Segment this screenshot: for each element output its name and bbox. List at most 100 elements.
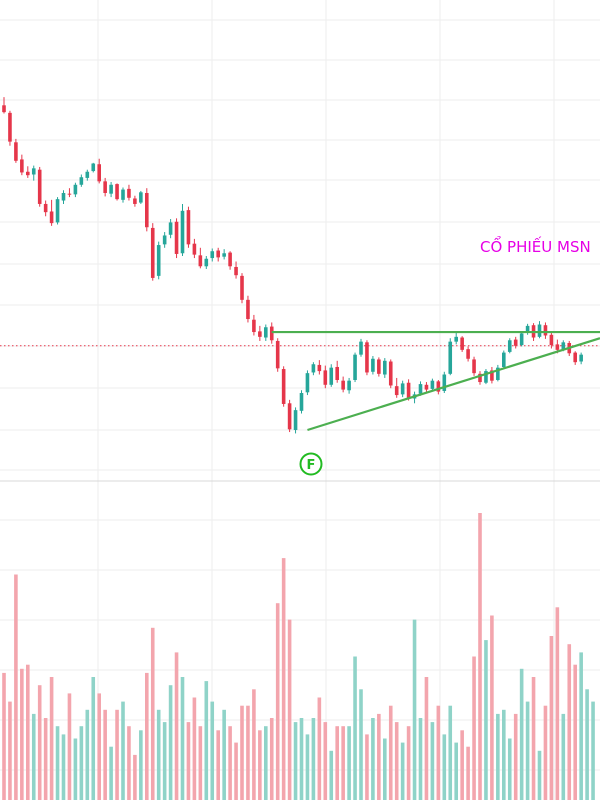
candle xyxy=(97,158,101,184)
candle-body xyxy=(287,403,292,430)
candle-body xyxy=(406,382,411,398)
candle-body xyxy=(91,163,96,172)
volume-bar xyxy=(14,574,18,800)
support-trendline xyxy=(307,337,600,432)
volume-bar xyxy=(567,644,572,800)
pattern-marker[interactable]: F xyxy=(299,452,323,476)
volume-bar xyxy=(269,718,274,800)
candlestick-series xyxy=(2,97,583,434)
marker-label: F xyxy=(307,458,316,473)
candle xyxy=(133,195,137,207)
candle xyxy=(430,378,435,391)
candle xyxy=(347,377,351,394)
volume-bar xyxy=(579,652,583,800)
candle xyxy=(579,352,583,365)
candle-body xyxy=(502,352,506,367)
candle-body xyxy=(555,344,560,350)
candle xyxy=(180,203,185,257)
volume-bar xyxy=(222,709,226,800)
volume-bar xyxy=(400,742,405,800)
candle xyxy=(246,295,250,323)
candle-body xyxy=(418,384,423,394)
candle xyxy=(264,324,268,341)
candle-body xyxy=(210,251,215,259)
candle-body xyxy=(269,326,274,341)
candle xyxy=(91,162,96,173)
candle xyxy=(37,166,42,207)
candle-body xyxy=(573,352,577,363)
volume-bar xyxy=(448,705,453,800)
candle-body xyxy=(26,171,30,176)
volume-bar xyxy=(383,738,387,800)
volume-bar xyxy=(311,718,316,800)
candle xyxy=(67,188,72,198)
candle-body xyxy=(139,192,143,203)
candle xyxy=(388,359,393,389)
candle xyxy=(156,241,161,280)
candle-body xyxy=(293,410,298,430)
volume-bar xyxy=(442,734,447,800)
candle-body xyxy=(335,366,339,380)
candle xyxy=(174,218,179,259)
candle xyxy=(311,362,316,376)
candle-body xyxy=(168,222,173,235)
volume-bar xyxy=(79,726,84,800)
volume-bar xyxy=(496,713,500,800)
candle-body xyxy=(109,184,113,194)
candle-body xyxy=(579,354,583,362)
volume-bar xyxy=(305,734,310,800)
candle-body xyxy=(525,325,530,333)
candle xyxy=(26,166,30,178)
candle-body xyxy=(2,105,6,113)
candle-body xyxy=(478,373,482,383)
candle xyxy=(418,381,423,396)
candle-body xyxy=(31,168,36,175)
candle xyxy=(73,182,78,198)
candle xyxy=(121,187,125,203)
candle-body xyxy=(371,358,375,372)
candle-body xyxy=(513,339,518,346)
volume-bar xyxy=(454,742,458,800)
candle xyxy=(329,364,334,387)
volume-bar xyxy=(406,726,411,800)
volume-bar xyxy=(192,697,197,800)
volume-bar xyxy=(103,709,107,800)
candle xyxy=(484,369,488,385)
volume-bar xyxy=(287,619,292,800)
candle-body xyxy=(496,367,500,380)
volume-bar xyxy=(549,636,554,800)
candle xyxy=(8,110,12,146)
volume-bar xyxy=(275,603,280,800)
candle-body xyxy=(353,354,357,380)
volume-bar xyxy=(377,713,381,800)
volume-bar xyxy=(460,730,464,800)
candle-body xyxy=(14,142,18,161)
candle-body xyxy=(305,373,310,393)
candle-body xyxy=(430,380,435,389)
candle xyxy=(460,336,464,352)
volume-bar xyxy=(97,693,101,800)
candle-body xyxy=(127,188,131,198)
candle-body xyxy=(216,250,220,258)
candle xyxy=(281,366,286,407)
candle-body xyxy=(55,199,60,223)
candle-body xyxy=(156,245,161,276)
candle-body xyxy=(252,319,256,333)
volume-bar xyxy=(162,722,167,800)
volume-bar xyxy=(502,709,506,800)
candle-body xyxy=(180,210,185,254)
candle-body xyxy=(323,370,328,385)
candle xyxy=(472,356,476,376)
candle xyxy=(573,351,577,365)
candle xyxy=(115,183,119,201)
volume-bar xyxy=(484,640,488,800)
candle-body xyxy=(275,340,280,369)
candle xyxy=(442,371,447,394)
volume-bar xyxy=(204,681,209,800)
candle-body xyxy=(383,360,387,375)
candle-body xyxy=(246,299,250,320)
candle xyxy=(228,251,232,270)
candle-body xyxy=(103,181,107,193)
volume-bar xyxy=(281,558,286,800)
volume-bar xyxy=(323,722,328,800)
